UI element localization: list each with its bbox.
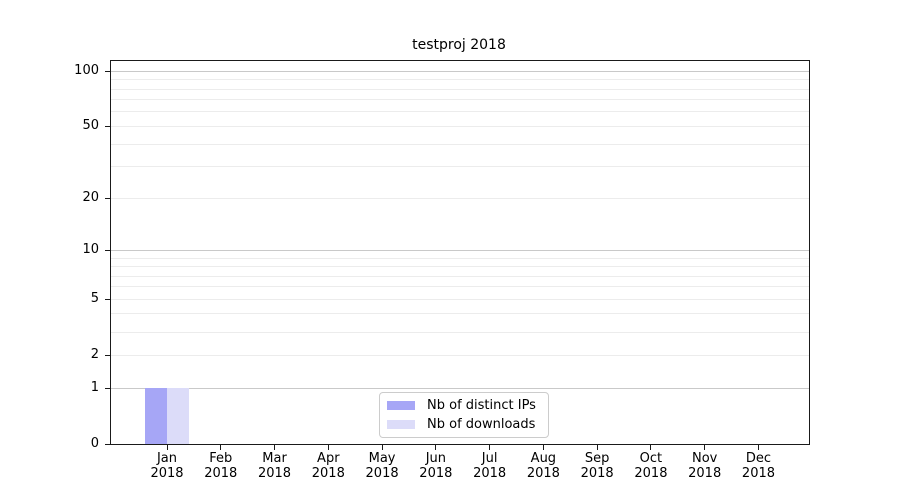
y-gridline-minor <box>111 354 809 356</box>
x-tick-label: Mar 2018 <box>257 451 292 481</box>
y-tick-label: 100 <box>74 63 99 79</box>
y-gridline-minor <box>111 266 809 267</box>
legend-label-distinct-ips: Nb of distinct IPs <box>427 398 536 413</box>
x-tick-mark <box>704 445 706 450</box>
y-gridline-minor <box>111 275 809 277</box>
y-gridline-minor <box>111 79 809 81</box>
x-tick-mark <box>757 445 759 450</box>
y-tick-mark <box>105 70 111 72</box>
x-tick-label: Jun 2018 <box>419 451 453 481</box>
x-tick-mark <box>220 445 222 450</box>
y-gridline-major <box>111 70 809 72</box>
y-tick-label: 50 <box>82 118 99 134</box>
x-tick-label: Oct 2018 <box>634 451 668 481</box>
y-gridline-minor <box>111 197 809 199</box>
y-gridline-minor <box>111 286 809 288</box>
y-gridline-minor <box>111 166 809 168</box>
y-tick-label: 20 <box>82 190 99 206</box>
x-tick-label: Jan 2018 <box>150 451 184 481</box>
x-tick-label: Sep 2018 <box>580 451 614 481</box>
y-tick-label: 0 <box>90 436 99 451</box>
x-tick-label: Aug 2018 <box>526 451 560 481</box>
plot-area: Nb of distinct IPs Nb of downloads 100 50… <box>74 60 810 481</box>
x-tick-mark <box>542 445 544 450</box>
y-tick-mark <box>105 387 111 389</box>
legend-item-downloads: Nb of downloads <box>387 417 540 432</box>
legend-swatch-downloads-icon <box>387 420 415 429</box>
legend-swatch-distinct-ips-icon <box>387 401 415 410</box>
bar-downloads <box>167 388 189 444</box>
y-gridline-minor <box>111 111 809 113</box>
y-tick-mark <box>105 249 111 251</box>
y-gridline-minor <box>111 88 809 90</box>
legend-label-downloads: Nb of downloads <box>427 417 536 432</box>
x-tick-mark <box>596 445 598 450</box>
x-tick-mark <box>327 445 329 450</box>
y-gridline-minor <box>111 257 809 259</box>
bar-distinct-ips <box>145 388 167 444</box>
x-tick-label: Feb 2018 <box>204 451 238 481</box>
y-gridline-major <box>111 387 809 389</box>
y-tick-label: 10 <box>82 242 99 258</box>
y-tick-mark <box>105 354 111 356</box>
y-gridline-minor <box>111 331 809 333</box>
x-tick-mark <box>381 445 383 450</box>
legend: Nb of distinct IPs Nb of downloads <box>379 392 549 438</box>
x-tick-label: Nov 2018 <box>688 451 722 481</box>
x-tick-label: Apr 2018 <box>311 451 345 481</box>
y-gridline-minor <box>111 99 809 101</box>
x-tick-mark <box>435 445 437 450</box>
x-tick-mark <box>274 445 276 450</box>
y-tick-label: 1 <box>90 380 99 395</box>
x-tick-label: Dec 2018 <box>741 451 776 481</box>
x-tick-mark <box>166 445 168 450</box>
y-gridline-minor <box>111 125 809 127</box>
y-tick-mark <box>105 197 111 199</box>
y-gridline-minor <box>111 313 809 315</box>
x-tick-label: Jul 2018 <box>473 451 507 481</box>
legend-item-distinct-ips: Nb of distinct IPs <box>387 398 540 413</box>
y-tick-mark <box>105 443 111 445</box>
y-gridline-minor <box>111 143 809 145</box>
x-tick-mark <box>650 445 652 450</box>
y-tick-mark <box>105 298 111 300</box>
x-tick-label: May 2018 <box>365 451 399 481</box>
y-tick-label: 5 <box>90 291 99 307</box>
y-gridline-minor <box>111 298 809 300</box>
y-gridline-major <box>111 249 809 251</box>
y-tick-label: 2 <box>90 347 99 363</box>
x-tick-mark <box>489 445 491 450</box>
y-tick-mark <box>105 125 111 127</box>
chart-title: testproj 2018 <box>412 37 506 53</box>
